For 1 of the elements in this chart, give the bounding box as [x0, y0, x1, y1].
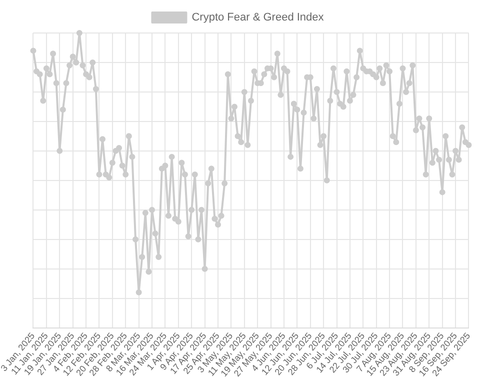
- legend-label: Crypto Fear & Greed Index: [192, 12, 324, 24]
